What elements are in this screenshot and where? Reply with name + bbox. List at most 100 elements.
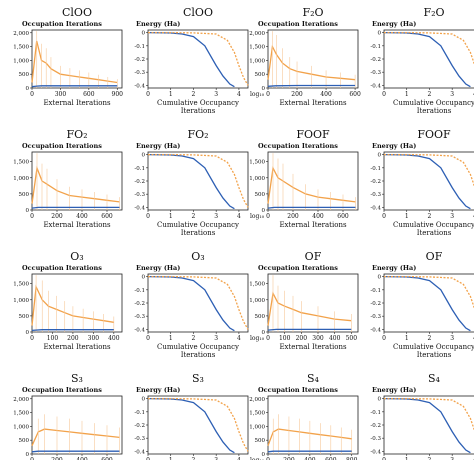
y-tick-label: -0.1	[134, 44, 145, 50]
y-tick-label: 1,500	[13, 160, 29, 166]
x-tick-label: 200	[67, 335, 79, 342]
y-tick-label: -0.3	[134, 192, 145, 198]
y-tick-label: 500	[19, 314, 30, 320]
x-tick-label: 800	[346, 457, 358, 460]
panel-title: ClOO	[183, 6, 213, 19]
series-line-blue	[383, 153, 471, 210]
series-line-blue	[31, 329, 114, 332]
external-iterations-label: External Iterations	[43, 221, 111, 229]
y-tick-label: 0	[262, 330, 266, 336]
energy-axis-title: Energy (Ha)	[372, 264, 416, 272]
series-line-blue	[267, 84, 356, 87]
cumulative-label-line2: Iterations	[417, 107, 452, 115]
y-tick-label: -0.3	[134, 436, 145, 442]
x-tick-label: 2	[428, 457, 432, 460]
series-line-blue	[147, 275, 235, 332]
series-line-orange	[31, 165, 120, 204]
y-tick-label: 2,000	[249, 31, 265, 37]
y-tick-label: 1,000	[249, 298, 265, 304]
y-tick-label: 1,000	[249, 176, 265, 182]
y-tick-label: 2,000	[13, 31, 29, 37]
x-tick-label: 3	[214, 457, 218, 460]
x-tick-label: 4	[237, 213, 241, 220]
x-tick-label: 0	[266, 457, 270, 460]
x-tick-label: 3	[214, 213, 218, 220]
x-tick-label: 2	[428, 213, 432, 220]
y-tick-label: -0.4	[134, 327, 145, 333]
y-tick-label: 500	[19, 438, 30, 444]
x-tick-label: 1	[169, 213, 173, 220]
x-tick-label: 0	[146, 457, 150, 460]
x-tick-label: 4	[473, 91, 474, 98]
x-tick-label: 0	[382, 213, 386, 220]
cumulative-label-line1: Cumulative Occupancy	[157, 99, 239, 107]
panel-title: OF	[305, 250, 322, 263]
y-tick-label: 2,000	[249, 397, 265, 403]
x-tick-label: 600	[83, 91, 95, 98]
x-tick-label: 1	[169, 335, 173, 342]
x-tick-label: 300	[55, 91, 67, 98]
y-tick-label: 1,000	[249, 424, 265, 430]
y-tick-label: 500	[255, 72, 266, 78]
axes-frame	[267, 29, 359, 89]
x-tick-label: 1	[405, 91, 409, 98]
x-tick-label: 2	[192, 213, 196, 220]
y-tick-label: 0	[262, 452, 266, 458]
x-tick-label: 0	[30, 213, 34, 220]
series-line-blue	[267, 328, 352, 331]
panel-title: O₃	[191, 250, 204, 263]
x-tick-label: 400	[76, 213, 88, 220]
x-tick-label: 4	[237, 91, 241, 98]
series-line-blue	[31, 85, 118, 88]
series-line-orange	[267, 291, 352, 326]
occupation-axis-title: Occupation Iterations	[22, 264, 102, 272]
series-line-orange	[31, 40, 118, 84]
axes-frame	[147, 29, 249, 89]
y-tick-label: -0.2	[370, 57, 381, 63]
x-tick-label: 4	[237, 335, 241, 342]
y-tick-label: 2,000	[13, 397, 29, 403]
y-tick-label: 1,000	[13, 298, 29, 304]
x-tick-label: 100	[47, 335, 59, 342]
y-tick-label: 500	[19, 72, 30, 78]
x-tick-label: 0	[146, 335, 150, 342]
panel-title: FO₂	[187, 128, 208, 141]
y-tick-label: -0.1	[134, 410, 145, 416]
energy-axis-title: Energy (Ha)	[136, 20, 180, 28]
log10-label: log₁₀	[250, 335, 265, 342]
x-tick-label: 2	[192, 457, 196, 460]
series-line-orange	[148, 275, 249, 330]
panel-energy-convergence-9: O₃ Energy (Ha) 0 1 2 3 4 0 -0.1 -0.2 -0.3 -0.4 log₁₀…	[134, 250, 264, 359]
x-tick-label: 0	[266, 91, 270, 98]
x-tick-label: 400	[76, 457, 88, 460]
y-tick-label: 1,500	[249, 411, 265, 417]
x-tick-label: 400	[329, 335, 341, 342]
x-tick-label: 1	[169, 91, 173, 98]
cumulative-label-line2: Iterations	[417, 229, 452, 237]
panel-title: S₄	[307, 372, 320, 385]
axes-frame	[267, 273, 359, 333]
y-tick-label: 1,000	[13, 58, 29, 64]
energy-axis-title: Energy (Ha)	[372, 20, 416, 28]
x-tick-label: 200	[51, 213, 63, 220]
log10-label: log₁₀	[250, 91, 265, 98]
y-tick-label: -0.2	[134, 301, 145, 307]
y-tick-label: 0	[378, 275, 382, 281]
x-tick-label: 3	[214, 335, 218, 342]
x-tick-label: 3	[214, 91, 218, 98]
y-tick-label: -0.1	[370, 288, 381, 294]
y-tick-label: 0	[262, 86, 266, 92]
y-tick-label: 0	[378, 31, 382, 37]
y-tick-label: 0	[26, 208, 30, 214]
y-tick-label: -0.1	[134, 166, 145, 172]
external-iterations-label: External Iterations	[43, 99, 111, 107]
panel-title: OF	[426, 250, 443, 263]
series-line-orange	[384, 275, 474, 309]
axes-frame	[147, 151, 249, 211]
